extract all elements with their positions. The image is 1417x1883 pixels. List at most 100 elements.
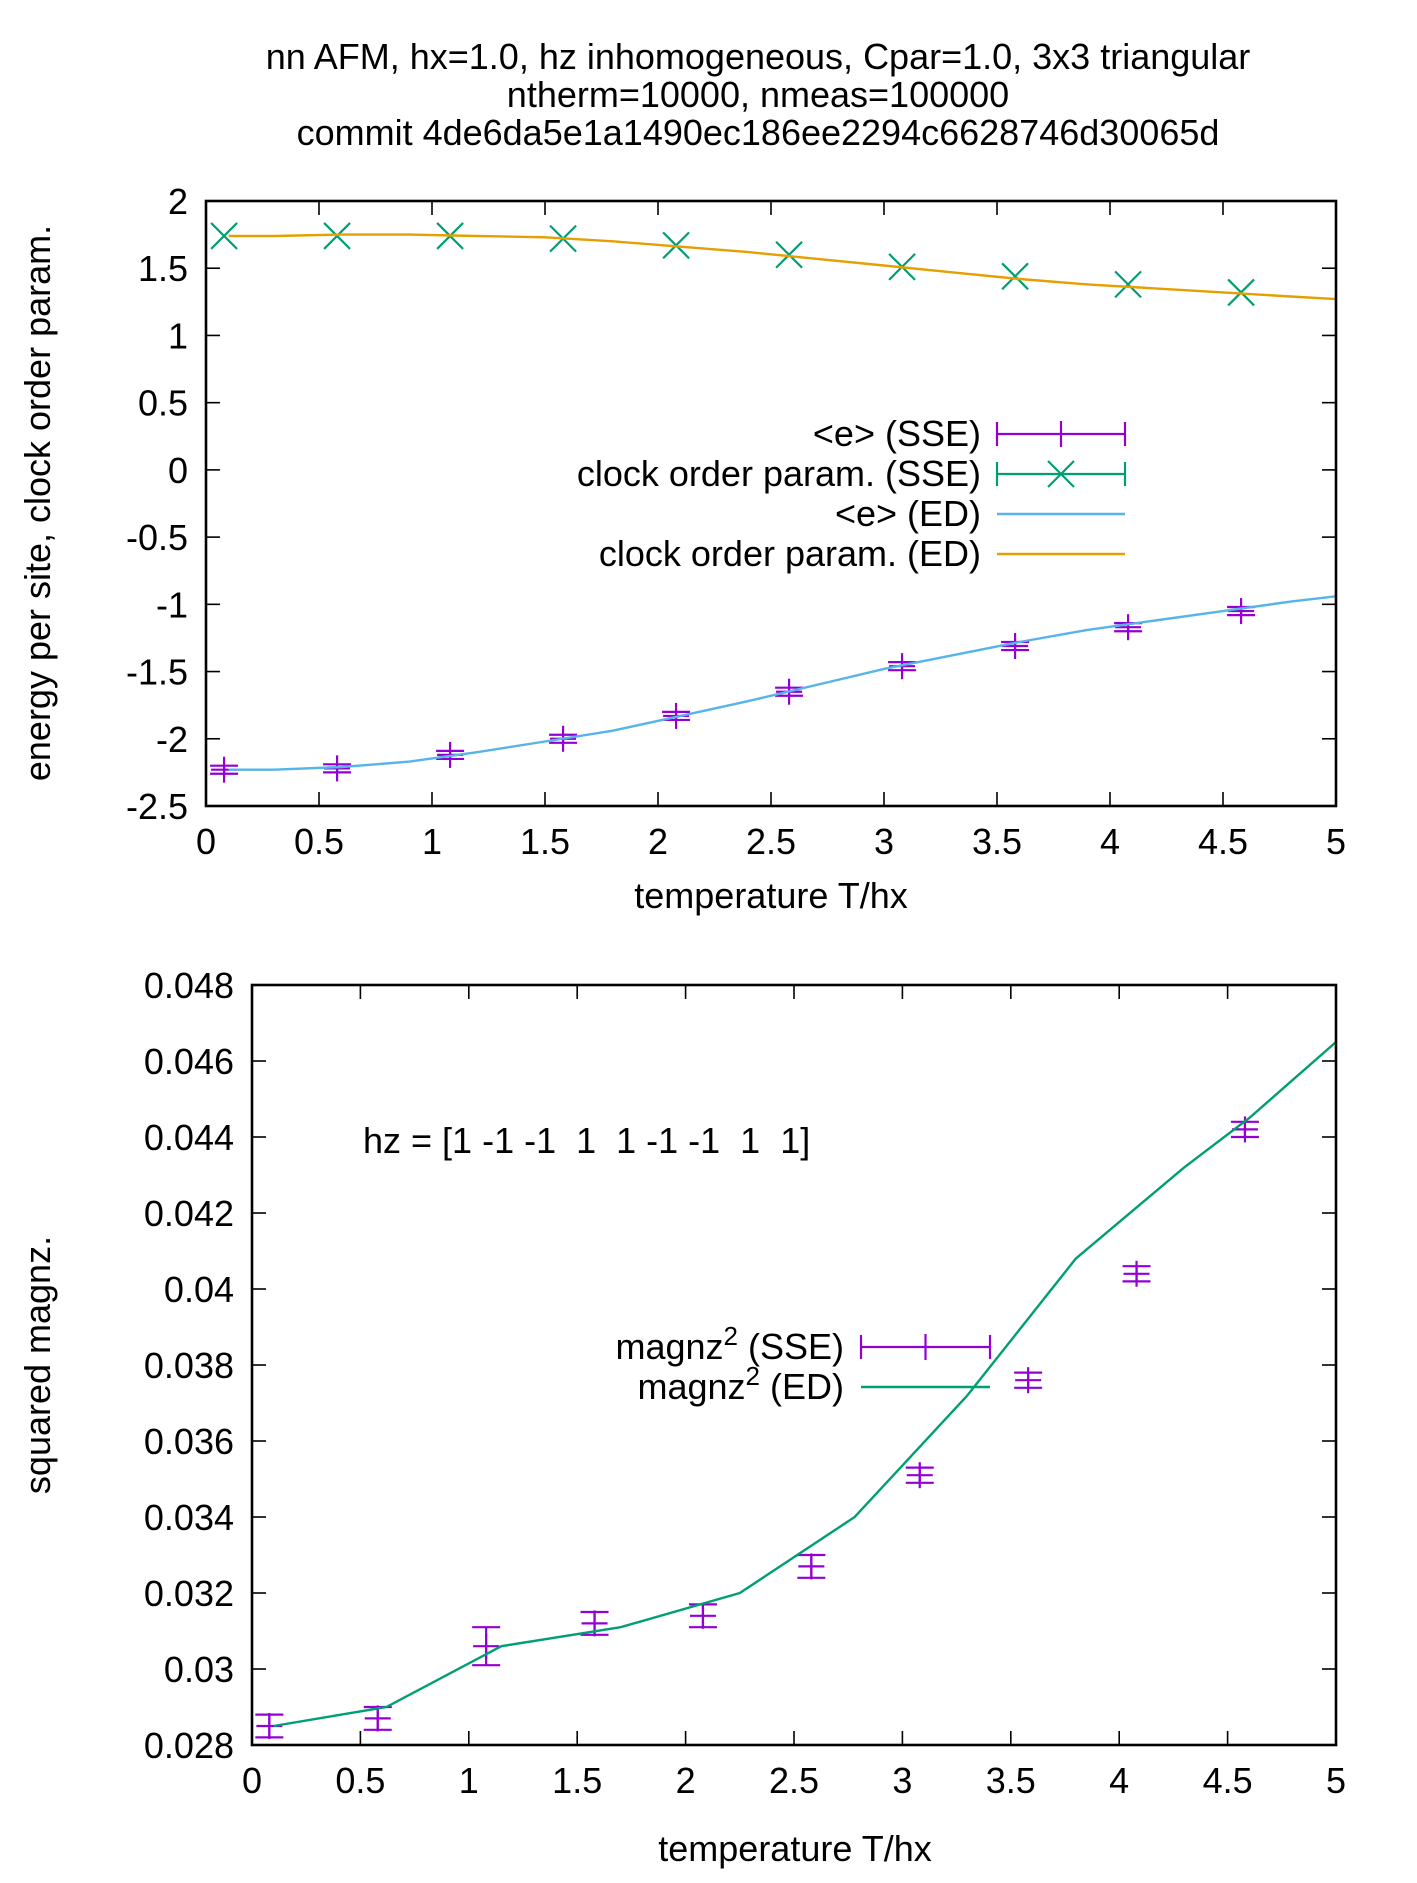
data-point [210, 222, 238, 250]
x-tick-label: 1.5 [552, 1760, 602, 1801]
y-tick-label: 0.046 [144, 1041, 234, 1082]
data-point [323, 222, 351, 250]
energy-chart-xlabel: temperature T/hx [634, 875, 907, 916]
y-tick-label: 0.028 [144, 1725, 234, 1766]
energy-chart-ticks [205, 200, 1337, 807]
data-point [797, 1553, 826, 1580]
energy-chart-legend: <e> (SSE) clock order param. (SSE) <e> (… [577, 413, 981, 574]
figure-title: nn AFM, hx=1.0, hz inhomogeneous, Cpar=1… [266, 36, 1251, 153]
magnz-chart-tick-labels: 0 0.5 1 1.5 2 2.5 3 3.5 4 4.5 5 0.028 0.03 0.032 0.034… [144, 965, 1346, 1801]
title-line-2: ntherm=10000, nmeas=100000 [507, 74, 1009, 115]
energy-chart-frame [204, 199, 1338, 808]
legend-magnz-sse-rest: (SSE) [738, 1326, 844, 1367]
x-tick-label: 5 [1326, 821, 1346, 862]
x-tick-label: 3 [874, 821, 894, 862]
legend-marker-sample [859, 1334, 992, 1360]
data-point [775, 240, 803, 269]
legend-label-clock-ed: clock order param. (ED) [599, 533, 981, 574]
y-tick-label: 0.04 [164, 1269, 234, 1310]
x-tick-label: 4 [1109, 1760, 1129, 1801]
legend-label-e-sse: <e> (SSE) [813, 413, 981, 454]
y-tick-label: 0.03 [164, 1649, 234, 1690]
legend-magnz-ed-rest: (ED) [760, 1366, 844, 1407]
x-tick-label: 4.5 [1203, 1760, 1253, 1801]
magnz-chart-xlabel: temperature T/hx [658, 1828, 931, 1869]
x-tick-label: 3.5 [986, 1760, 1036, 1801]
y-tick-label: 0.036 [144, 1421, 234, 1462]
y-tick-label: -0.5 [126, 517, 188, 558]
legend-label-e-ed: <e> (ED) [835, 493, 981, 534]
x-tick-label: 2 [648, 821, 668, 862]
title-line-3: commit 4de6da5e1a1490ec186ee2294c6628746… [297, 112, 1220, 153]
title-line-1: nn AFM, hx=1.0, hz inhomogeneous, Cpar=1… [266, 36, 1251, 77]
magnz-chart-ylabel: squared magnz. [17, 1236, 58, 1494]
y-tick-label: 0.044 [144, 1117, 234, 1158]
x-tick-label: 3 [892, 1760, 912, 1801]
energy-chart-ylabel: energy per site, clock order param. [17, 225, 58, 781]
y-tick-label: 0.5 [138, 383, 188, 424]
legend-magnz-ed-sup: 2 [746, 1361, 760, 1391]
legend-marker-sample [995, 460, 1127, 488]
marker-cross-b [210, 222, 238, 250]
legend-label-magnz-sse: magnz2 (SSE) [615, 1321, 844, 1367]
data-point [1014, 1367, 1043, 1394]
hz-annotation: hz = [1 -1 -1 1 1 -1 -1 1 1] [363, 1120, 810, 1161]
magnz-chart: 0 0.5 1 1.5 2 2.5 3 3.5 4 4.5 5 0.028 0.03 0.032 0.034… [17, 965, 1346, 1869]
series-line [228, 595, 1337, 771]
x-tick-label: 3.5 [972, 821, 1022, 862]
x-tick-label: 0.5 [294, 821, 344, 862]
data-point [1001, 262, 1029, 291]
x-tick-label: 0 [196, 821, 216, 862]
series-line [228, 233, 1337, 301]
legend-magnz-ed-name: magnz [637, 1366, 745, 1407]
y-tick-label: -1.5 [126, 652, 188, 693]
energy-chart-tick-labels: 0 0.5 1 1.5 2 2.5 3 3.5 4 4.5 5 -2.5 -2 -1.5 -1 -0.5 0 0.… [126, 181, 1346, 862]
legend-marker-sample [995, 421, 1127, 447]
x-tick-label: 4.5 [1198, 821, 1248, 862]
y-tick-label: 0.048 [144, 965, 234, 1006]
legend-label-magnz-ed: magnz2 (ED) [637, 1361, 844, 1407]
data-point [905, 1462, 934, 1489]
marker-cross-b [775, 240, 803, 269]
data-point [1114, 270, 1142, 299]
legend-cross-b [1047, 460, 1075, 488]
data-point [472, 1626, 501, 1667]
legend-magnz-sse-name: magnz [615, 1326, 723, 1367]
magnz-chart-frame [250, 983, 1338, 1747]
y-tick-label: -1 [156, 584, 188, 625]
data-point [1122, 1260, 1151, 1287]
data-point [1230, 1116, 1259, 1143]
y-tick-label: 1.5 [138, 248, 188, 289]
x-tick-label: 0 [242, 1760, 262, 1801]
y-tick-label: 0.042 [144, 1193, 234, 1234]
legend-magnz-sse-sup: 2 [724, 1321, 738, 1351]
data-point [1114, 614, 1143, 641]
magnz-chart-legend: magnz2 (SSE) magnz2 (ED) [615, 1321, 844, 1407]
series-line [273, 1041, 1337, 1728]
x-tick-label: 0.5 [335, 1760, 385, 1801]
y-tick-label: 0.032 [144, 1573, 234, 1614]
y-tick-label: -2.5 [126, 786, 188, 827]
energy-chart: 0 0.5 1 1.5 2 2.5 3 3.5 4 4.5 5 -2.5 -2 -1.5 -1 -0.5 0 0.… [17, 181, 1346, 916]
y-tick-label: 1 [168, 315, 188, 356]
x-tick-label: 1.5 [520, 821, 570, 862]
x-tick-label: 4 [1100, 821, 1120, 862]
y-tick-label: 0 [168, 450, 188, 491]
energy-chart-data [210, 222, 1337, 783]
y-tick-label: 0.038 [144, 1345, 234, 1386]
x-tick-label: 2 [676, 1760, 696, 1801]
y-tick-label: -2 [156, 719, 188, 760]
marker-cross-b [323, 222, 351, 250]
legend-label-clock-sse: clock order param. (SSE) [577, 453, 981, 494]
x-tick-label: 2.5 [769, 1760, 819, 1801]
magnz-chart-data [255, 1041, 1337, 1739]
x-tick-label: 1 [459, 1760, 479, 1801]
y-tick-label: 0.034 [144, 1497, 234, 1538]
marker-cross-b [1001, 262, 1029, 291]
y-tick-label: 2 [168, 181, 188, 222]
x-tick-label: 1 [422, 821, 442, 862]
marker-cross-b [1114, 270, 1142, 299]
x-tick-label: 5 [1326, 1760, 1346, 1801]
x-tick-label: 2.5 [746, 821, 796, 862]
